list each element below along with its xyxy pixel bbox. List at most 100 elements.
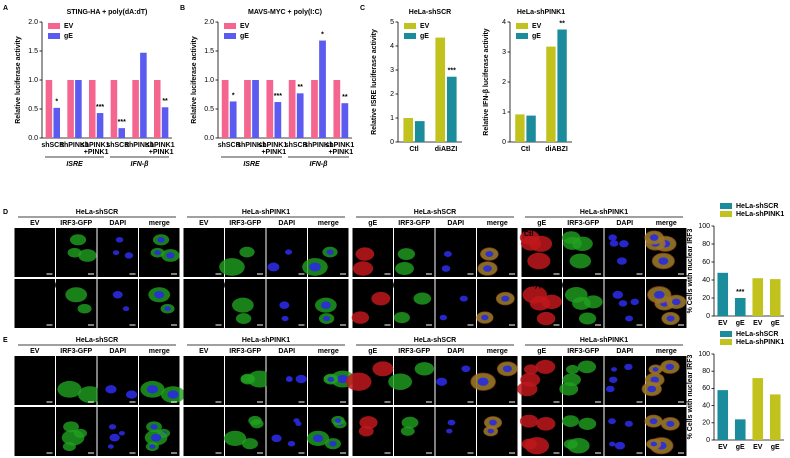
y-tick-label: 3 bbox=[390, 67, 394, 74]
nucleus bbox=[611, 367, 618, 372]
nucleus bbox=[166, 252, 175, 259]
column-label: merge bbox=[149, 220, 170, 227]
row-label: Ctl bbox=[524, 359, 533, 366]
y-tick-label: 0.5 bbox=[28, 106, 38, 113]
cell bbox=[536, 311, 556, 326]
bar bbox=[311, 80, 318, 138]
column-label: gE bbox=[368, 348, 377, 355]
column-label: merge bbox=[487, 348, 508, 355]
cell bbox=[240, 374, 256, 385]
significance: *** bbox=[448, 68, 456, 75]
cell bbox=[62, 442, 76, 452]
bar bbox=[140, 52, 147, 138]
micrograph bbox=[97, 279, 138, 328]
cell bbox=[61, 429, 85, 446]
bar bbox=[266, 80, 274, 138]
significance: ** bbox=[559, 20, 565, 27]
nucleus bbox=[609, 441, 616, 447]
bar bbox=[435, 37, 446, 142]
x-tick-label: shPINK1 +PINK1 bbox=[325, 142, 356, 156]
y-tick-label: 5 bbox=[390, 19, 394, 26]
y-tick-label: 2 bbox=[390, 91, 394, 98]
legend-swatch bbox=[224, 23, 236, 29]
nucleus bbox=[309, 262, 321, 272]
x-tick-label: EV bbox=[718, 320, 728, 327]
column-label: IRF3-GFP bbox=[229, 220, 261, 227]
legend-label: HeLa-shPINK1 bbox=[736, 211, 784, 218]
nucleus bbox=[487, 428, 494, 434]
nucleus bbox=[334, 418, 342, 423]
column-label: gE bbox=[368, 220, 377, 227]
x-tick-label: shSCR bbox=[106, 142, 129, 149]
column-label: merge bbox=[149, 348, 170, 355]
cell bbox=[519, 230, 540, 245]
row-label: Ctl bbox=[186, 359, 195, 366]
bar bbox=[67, 80, 74, 138]
bar bbox=[717, 272, 729, 316]
nucleus bbox=[150, 424, 158, 430]
micrograph bbox=[435, 228, 476, 277]
legend-label: gE bbox=[240, 33, 249, 40]
panel-header: HeLa-shSCR bbox=[414, 209, 456, 216]
y-tick-label: 1.5 bbox=[204, 48, 214, 55]
cell bbox=[578, 417, 597, 430]
bar bbox=[132, 80, 139, 138]
bar bbox=[53, 107, 61, 138]
legend-swatch bbox=[48, 23, 60, 29]
micrograph bbox=[183, 356, 224, 405]
legend-swatch bbox=[720, 211, 732, 217]
micrograph bbox=[604, 407, 645, 456]
cell bbox=[351, 311, 370, 324]
cell bbox=[77, 386, 103, 403]
cell bbox=[78, 249, 97, 262]
cell bbox=[578, 312, 597, 325]
nucleus bbox=[157, 237, 165, 243]
nucleus bbox=[146, 385, 159, 394]
significance: ** bbox=[162, 98, 168, 105]
panel-letter: D bbox=[3, 209, 8, 216]
nucleus bbox=[122, 306, 130, 312]
row-label: Ctl bbox=[186, 231, 195, 238]
bar bbox=[717, 390, 729, 440]
nucleus bbox=[650, 376, 659, 383]
nucleus bbox=[107, 444, 114, 449]
nucleus bbox=[630, 298, 640, 306]
y-axis-label: Relative luciferase activity bbox=[191, 36, 198, 124]
y-tick-label: 0 bbox=[502, 139, 506, 146]
y-tick-label: 80 bbox=[702, 241, 710, 248]
nucleus bbox=[118, 430, 125, 436]
y-axis-label: Relative ISRE luciferase activity bbox=[371, 29, 378, 135]
cell bbox=[397, 248, 416, 261]
cell bbox=[414, 362, 435, 376]
panel-letter: B bbox=[180, 5, 185, 12]
nucleus bbox=[281, 315, 289, 322]
y-axis-label: % Cells with nuclear IRF3 bbox=[687, 354, 694, 439]
micrograph bbox=[435, 407, 476, 456]
cell bbox=[67, 247, 82, 258]
cell bbox=[57, 380, 82, 398]
group-label: IFN-β bbox=[310, 161, 329, 168]
group-label: ISRE bbox=[66, 161, 83, 168]
nucleus bbox=[115, 237, 124, 243]
significance: *** bbox=[274, 93, 282, 100]
column-label: IRF3-GFP bbox=[398, 220, 430, 227]
x-tick-label: EV bbox=[753, 444, 763, 451]
cell bbox=[388, 373, 413, 390]
row-label: diABZI bbox=[186, 410, 209, 417]
nucleus bbox=[287, 440, 296, 447]
chart-title: MAVS-MYC + poly(I:C) bbox=[248, 9, 322, 16]
cell bbox=[566, 364, 580, 374]
x-tick-label: EV bbox=[753, 320, 763, 327]
cell bbox=[247, 370, 272, 388]
bar bbox=[769, 279, 781, 316]
row-label: Ctl bbox=[524, 231, 533, 238]
nucleus bbox=[439, 314, 448, 321]
legend-swatch bbox=[516, 33, 528, 39]
nucleus bbox=[608, 418, 616, 425]
cell bbox=[519, 414, 539, 428]
legend-label: EV bbox=[64, 23, 74, 30]
panel-header: HeLa-shPINK1 bbox=[242, 209, 290, 216]
micrograph bbox=[139, 279, 180, 328]
micrograph bbox=[14, 279, 55, 328]
cell bbox=[359, 416, 378, 430]
